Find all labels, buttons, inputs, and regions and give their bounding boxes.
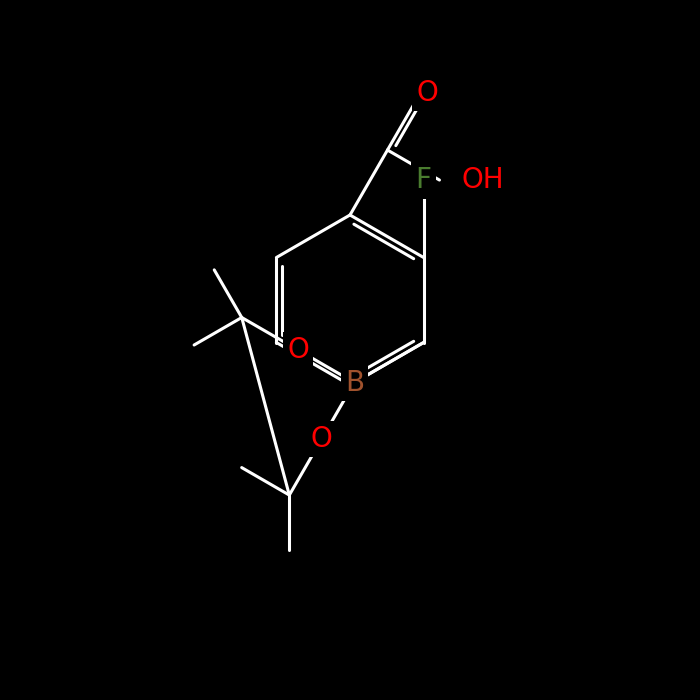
Text: O: O: [311, 425, 332, 453]
Text: F: F: [416, 167, 432, 195]
Text: OH: OH: [461, 166, 504, 194]
Text: B: B: [345, 368, 364, 396]
Text: O: O: [287, 336, 309, 364]
Text: O: O: [416, 79, 438, 107]
